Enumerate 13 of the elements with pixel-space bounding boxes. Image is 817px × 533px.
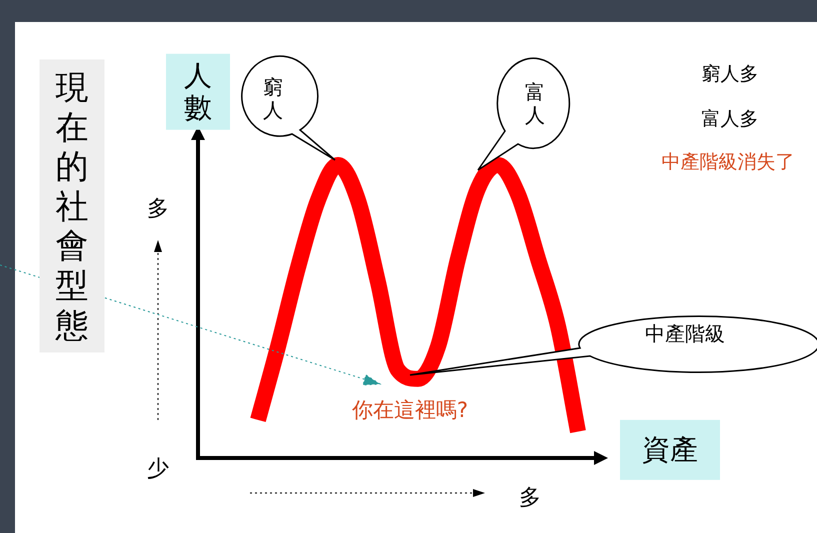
text: 少 <box>147 455 169 481</box>
y-axis-title: 人數 <box>166 54 230 130</box>
text: 中產階級 <box>645 324 725 346</box>
x-axis-title: 資產 <box>620 420 720 480</box>
annotation: 你在這裡嗎? <box>352 398 468 422</box>
text: 現在的社會型態 <box>40 59 104 353</box>
text: 富人多 <box>702 108 758 131</box>
text: 多 <box>147 195 169 221</box>
text: 窮人 <box>263 77 283 123</box>
text: 中產階級消失了 <box>662 151 794 174</box>
text: 多 <box>519 484 541 510</box>
text: 窮人多 <box>702 63 758 86</box>
text: 富人 <box>525 82 545 128</box>
